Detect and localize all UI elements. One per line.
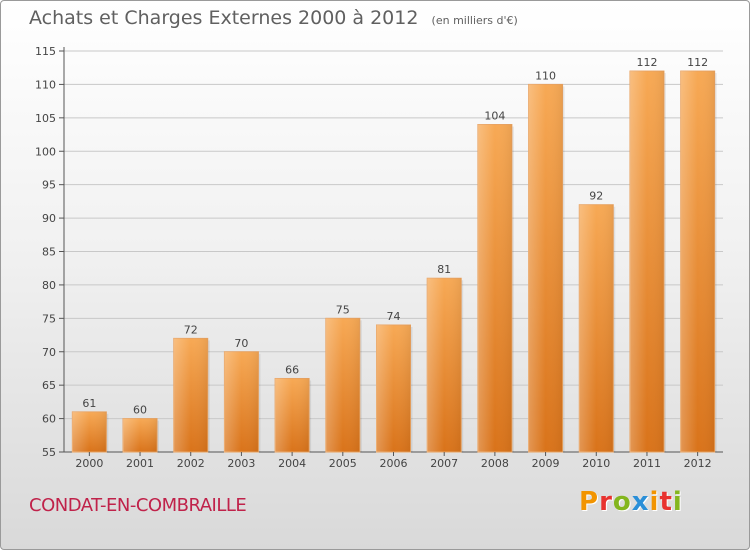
data-label: 66 <box>285 363 299 376</box>
bar-highlight <box>376 325 411 452</box>
y-tick-label: 80 <box>42 279 56 292</box>
x-tick-label: 2009 <box>532 457 560 470</box>
y-tick-label: 70 <box>42 346 56 359</box>
y-tick-label: 105 <box>35 112 56 125</box>
data-label: 60 <box>133 404 147 417</box>
y-tick-label: 65 <box>42 379 56 392</box>
y-tick-label: 110 <box>35 78 56 91</box>
proxiti-logo: Proxiti <box>579 487 683 517</box>
data-label: 70 <box>234 337 248 350</box>
brand-letter: i <box>649 487 660 517</box>
y-tick-label: 100 <box>35 145 56 158</box>
city-name: CONDAT-EN-COMBRAILLE <box>29 495 247 516</box>
bar-highlight <box>325 318 360 452</box>
bar-highlight <box>477 124 512 453</box>
y-tick-label: 115 <box>35 45 56 58</box>
y-tick-label: 60 <box>42 413 56 426</box>
x-tick-label: 2005 <box>329 457 357 470</box>
data-label: 112 <box>636 56 657 69</box>
data-label: 110 <box>535 69 556 82</box>
bar-highlight <box>427 278 462 452</box>
brand-letter: r <box>599 487 613 517</box>
brand-letter: o <box>612 487 632 517</box>
data-label: 104 <box>484 110 505 123</box>
y-tick-label: 95 <box>42 179 56 192</box>
x-tick-label: 2001 <box>126 457 154 470</box>
data-label: 92 <box>589 190 603 203</box>
x-tick-label: 2012 <box>684 457 712 470</box>
bar-highlight <box>173 338 208 452</box>
x-tick-label: 2004 <box>278 457 306 470</box>
x-tick-label: 2003 <box>227 457 255 470</box>
brand-letter: t <box>659 487 673 517</box>
bar-highlight <box>629 71 664 453</box>
chart-title: Achats et Charges Externes 2000 à 2012 <box>29 7 419 29</box>
y-tick-label: 75 <box>42 312 56 325</box>
x-tick-label: 2006 <box>380 457 408 470</box>
bar-highlight <box>72 411 107 452</box>
x-tick-label: 2011 <box>633 457 661 470</box>
title-row: Achats et Charges Externes 2000 à 2012 (… <box>29 7 518 29</box>
brand-letter: P <box>579 487 600 517</box>
data-label: 61 <box>82 397 96 410</box>
x-tick-label: 2007 <box>430 457 458 470</box>
bar-highlight <box>123 418 158 452</box>
y-tick-label: 85 <box>42 246 56 259</box>
bar-highlight <box>275 378 310 452</box>
bar-highlight <box>579 204 614 452</box>
data-label: 112 <box>687 56 708 69</box>
bar-highlight <box>680 71 715 453</box>
data-label: 72 <box>184 323 198 336</box>
data-label: 74 <box>387 310 401 323</box>
data-label: 81 <box>437 263 451 276</box>
x-tick-label: 2002 <box>177 457 205 470</box>
chart-subtitle: (en milliers d'€) <box>431 14 518 27</box>
data-label: 75 <box>336 303 350 316</box>
x-tick-label: 2008 <box>481 457 509 470</box>
bar-highlight <box>224 351 259 452</box>
x-tick-label: 2010 <box>582 457 610 470</box>
y-tick-label: 90 <box>42 212 56 225</box>
bar-highlight <box>528 84 563 453</box>
x-tick-label: 2000 <box>75 457 103 470</box>
brand-letter: i <box>672 487 683 517</box>
y-tick-label: 55 <box>42 446 56 459</box>
brand-letter: x <box>631 487 650 517</box>
